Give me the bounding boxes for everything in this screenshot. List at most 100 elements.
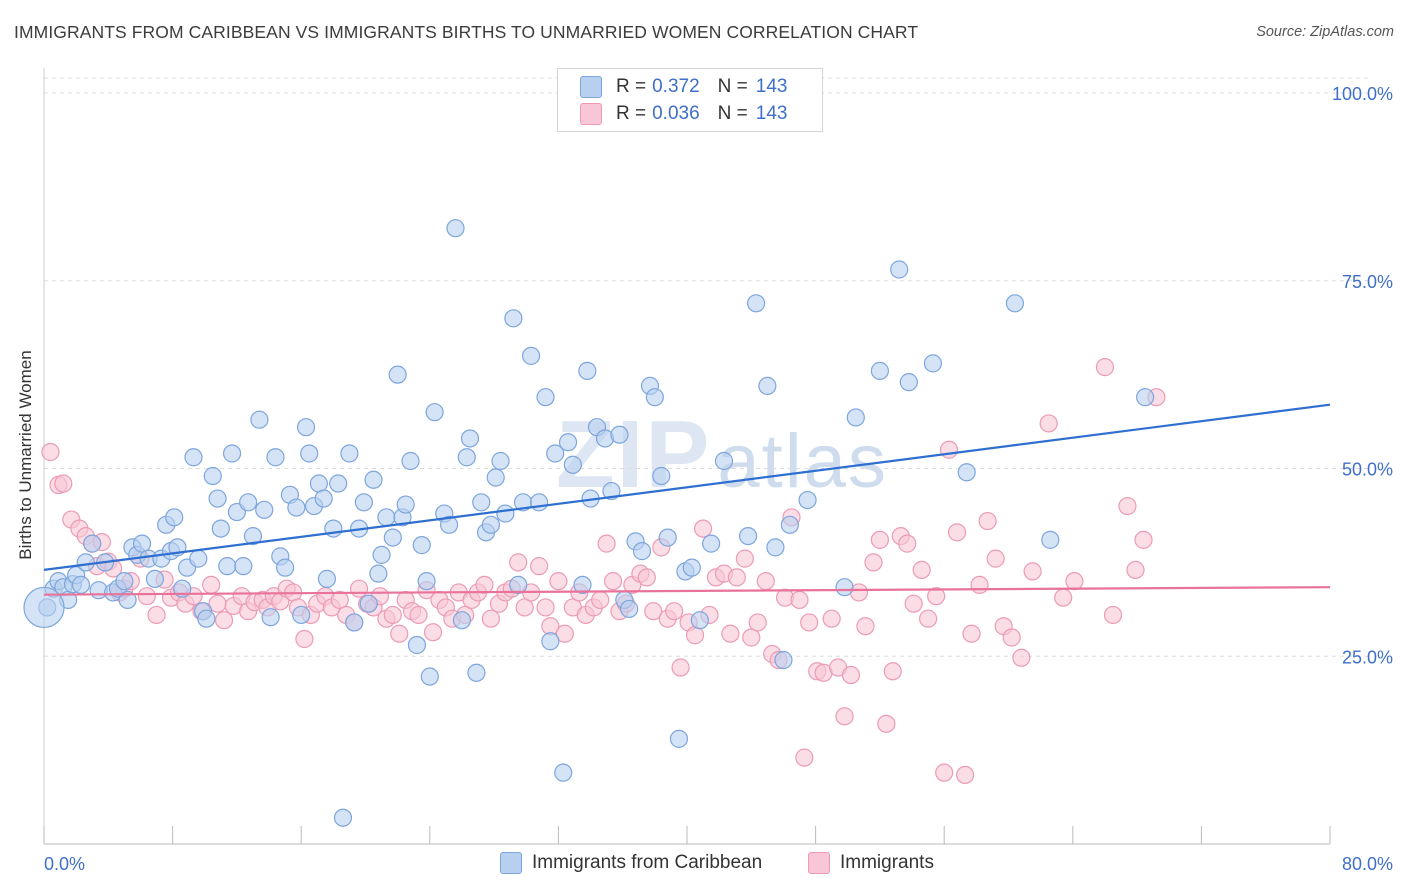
point-caribbean-102 [573, 575, 592, 595]
point-immigrants-64 [475, 575, 494, 595]
point-immigrants-133 [947, 523, 967, 542]
point-immigrants-82 [597, 534, 616, 553]
point-caribbean-38 [234, 557, 253, 576]
point-immigrants-2 [54, 474, 73, 493]
point-caribbean-20 [145, 569, 165, 589]
point-caribbean-9 [83, 534, 102, 553]
point-caribbean-55 [317, 569, 337, 589]
point-caribbean-95 [530, 493, 549, 512]
point-caribbean-120 [690, 611, 709, 630]
legend-row-immigrants: R = 0.036 N = 143 [580, 102, 787, 126]
point-caribbean-110 [620, 599, 639, 619]
n-label: N = [717, 103, 748, 124]
point-caribbean-89 [491, 451, 510, 471]
point-caribbean-114 [645, 388, 664, 407]
point-caribbean-79 [439, 515, 459, 534]
point-caribbean-122 [714, 451, 734, 471]
point-caribbean-60 [345, 613, 364, 632]
stats-legend: R = 0.372 N = 143 R = 0.036 N = 143 [557, 68, 823, 132]
point-caribbean-112 [632, 542, 652, 561]
point-caribbean-14 [115, 572, 134, 591]
point-caribbean-124 [747, 294, 766, 313]
point-caribbean-119 [682, 558, 701, 577]
point-caribbean-107 [602, 481, 621, 501]
trendline-immigrants [43, 586, 1331, 596]
point-caribbean-137 [1005, 294, 1025, 313]
source-credit: Source: ZipAtlas.com [1256, 24, 1394, 40]
point-caribbean-121 [702, 534, 721, 553]
point-immigrants-149 [1126, 560, 1145, 579]
point-caribbean-123 [738, 526, 758, 546]
point-caribbean-48 [287, 498, 306, 517]
point-immigrants-16 [147, 605, 166, 625]
point-caribbean-97 [541, 632, 560, 651]
point-caribbean-46 [276, 558, 295, 577]
point-caribbean-81 [452, 611, 472, 630]
point-immigrants-50 [383, 605, 402, 625]
point-caribbean-108 [610, 425, 629, 444]
point-immigrants-96 [693, 519, 713, 538]
point-immigrants-15 [137, 587, 156, 606]
point-caribbean-63 [359, 594, 378, 613]
point-caribbean-36 [222, 444, 242, 463]
point-immigrants-81 [591, 590, 610, 610]
point-caribbean-50 [296, 418, 316, 437]
point-caribbean-80 [446, 219, 465, 238]
point-immigrants-121 [864, 553, 883, 572]
point-caribbean-83 [460, 429, 480, 448]
point-immigrants-123 [877, 714, 896, 733]
bottom-legend-swatch-pink [808, 852, 830, 874]
chart-title: IMMIGRANTS FROM CARIBBEAN VS IMMIGRANTS … [14, 22, 919, 42]
point-caribbean-75 [417, 572, 436, 591]
bottom-legend-swatch-blue [500, 852, 522, 874]
point-caribbean-100 [558, 433, 578, 452]
point-caribbean-35 [218, 557, 237, 576]
point-caribbean-29 [189, 549, 208, 568]
point-immigrants-23 [202, 575, 221, 595]
point-caribbean-90 [496, 504, 515, 523]
point-immigrants-42 [330, 590, 349, 610]
point-caribbean-44 [266, 448, 285, 467]
point-caribbean-33 [208, 489, 227, 508]
point-immigrants-102 [735, 549, 754, 568]
point-immigrants-112 [800, 613, 819, 632]
point-caribbean-54 [314, 489, 333, 508]
point-caribbean-72 [401, 451, 420, 471]
point-caribbean-64 [364, 470, 383, 489]
point-caribbean-68 [383, 528, 402, 547]
point-caribbean-62 [354, 493, 373, 512]
point-caribbean-53 [309, 474, 328, 493]
point-caribbean-34 [211, 519, 230, 538]
point-caribbean-73 [407, 635, 427, 655]
point-immigrants-89 [644, 602, 663, 621]
point-caribbean-117 [669, 729, 689, 748]
point-caribbean-39 [239, 493, 258, 512]
point-caribbean-96 [536, 388, 555, 407]
point-caribbean-31 [197, 609, 216, 628]
point-immigrants-104 [748, 613, 767, 632]
point-immigrants-137 [978, 511, 997, 531]
point-caribbean-41 [250, 410, 269, 429]
point-immigrants-144 [1054, 588, 1073, 607]
point-caribbean-98 [546, 444, 565, 463]
point-immigrants-105 [756, 572, 775, 591]
point-immigrants-130 [927, 587, 946, 606]
point-caribbean-115 [652, 466, 671, 486]
point-immigrants-110 [790, 590, 809, 610]
point-immigrants-92 [665, 602, 684, 621]
point-immigrants-134 [955, 765, 975, 785]
point-caribbean-87 [481, 515, 500, 534]
point-immigrants-37 [295, 629, 314, 649]
point-caribbean-24 [165, 508, 184, 527]
point-immigrants-140 [1002, 628, 1021, 647]
point-immigrants-124 [883, 662, 902, 681]
point-caribbean-82 [457, 448, 476, 467]
r-value-immigrants: 0.036 [652, 103, 700, 124]
point-caribbean-18 [132, 534, 152, 553]
point-immigrants-75 [549, 572, 568, 591]
point-immigrants-147 [1103, 605, 1123, 625]
point-caribbean-58 [333, 808, 353, 827]
point-caribbean-71 [396, 495, 415, 514]
point-caribbean-129 [798, 490, 817, 510]
point-immigrants-117 [835, 707, 854, 726]
